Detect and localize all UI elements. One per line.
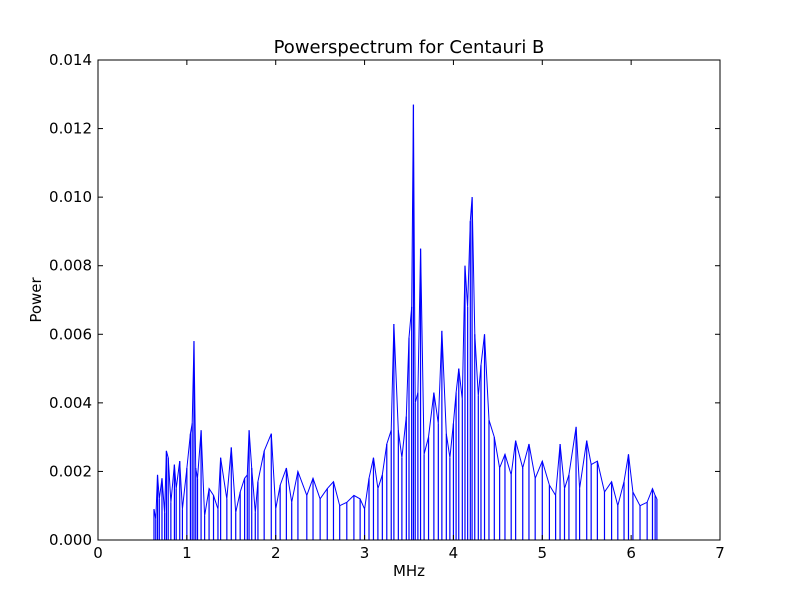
y-tick-label: 0.010 [49,188,92,206]
series-power [153,104,658,540]
y-tick-label: 0.000 [49,531,92,549]
x-tick-label: 2 [271,544,281,562]
chart-title: Powerspectrum for Centauri B [274,37,545,58]
y-tick-label: 0.008 [49,257,92,275]
y-tick-label: 0.002 [49,462,92,480]
ticks-layer: 0 1 2 3 4 5 6 7 0.000 0.002 0.004 0.006 0.008 0.010 0.… [49,51,725,562]
plot-frame [97,59,721,541]
x-tick-label: 7 [715,544,725,562]
x-tick-label: 1 [182,544,192,562]
x-tick-label: 6 [626,544,636,562]
x-tick-label: 5 [538,544,548,562]
x-axis-label: MHz [393,562,425,580]
y-tick-label: 0.006 [49,325,92,343]
x-tick-label: 4 [449,544,459,562]
x-tick-label: 0 [93,544,103,562]
x-tick-label: 3 [360,544,370,562]
y-tick-label: 0.012 [49,120,92,138]
spectrum-line [153,104,658,520]
y-axis-label: Power [27,276,45,322]
series-layer [153,104,658,540]
y-tick-label: 0.004 [49,394,92,412]
y-tick-label: 0.014 [49,51,92,69]
